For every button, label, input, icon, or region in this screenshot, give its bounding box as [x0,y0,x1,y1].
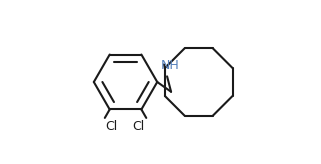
Text: Cl: Cl [132,120,145,133]
Text: Cl: Cl [105,120,117,133]
Text: NH: NH [160,59,179,72]
